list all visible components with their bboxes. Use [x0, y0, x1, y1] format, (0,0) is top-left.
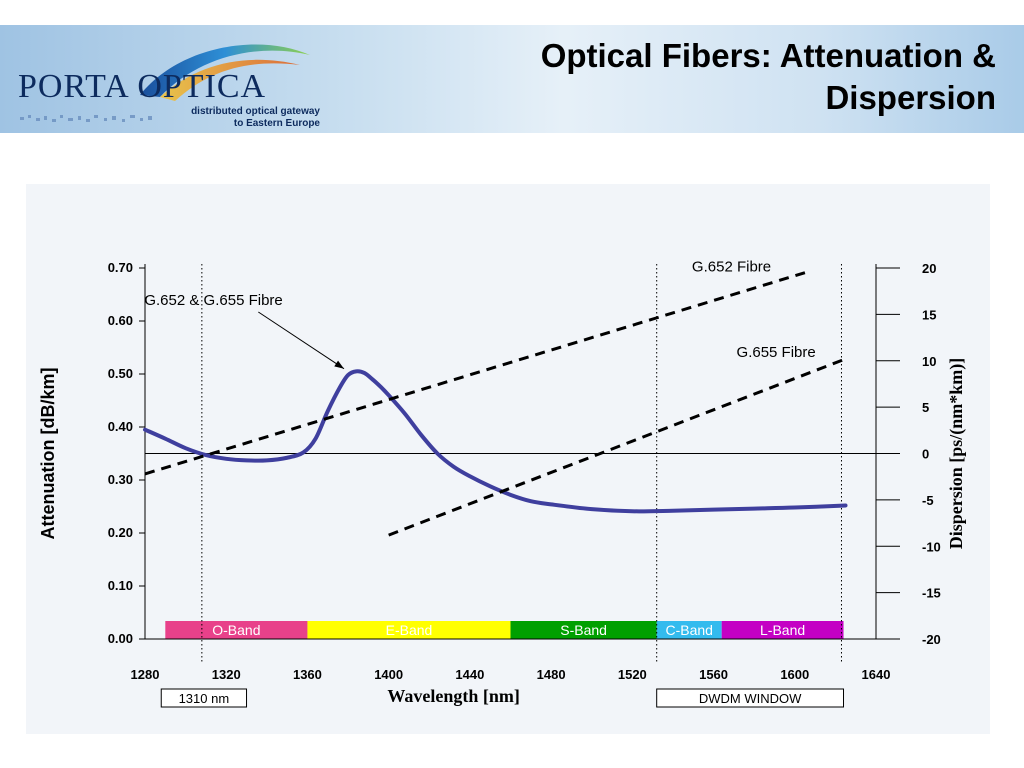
band-label-l-band: L-Band: [760, 622, 805, 638]
window-box-2: [656, 688, 845, 708]
x-tick-label: 1400: [374, 667, 403, 682]
band-label-s-band: S-Band: [560, 622, 607, 638]
y2-tick-label: -15: [922, 586, 941, 601]
attenuation-curve: [143, 369, 848, 514]
annotation-arrow-line: [258, 311, 345, 370]
y-tick-label: 0.00: [108, 631, 133, 646]
x-tick-label: 1560: [699, 667, 728, 682]
slide-title: Optical Fibers: Attenuation & Dispersion: [396, 35, 996, 119]
y2-tick-label: -10: [922, 539, 941, 554]
logo-subtitle: distributed optical gateway to Eastern E…: [191, 106, 320, 130]
x-tick-label: 1360: [293, 667, 322, 682]
logo-subtitle-line1: distributed optical gateway: [191, 106, 320, 117]
annotation-label: G.652 & G.655 Fibre: [144, 292, 282, 309]
dispersion-label-g655: G.655 Fibre: [737, 344, 816, 361]
dispersion-line-g652: [144, 271, 806, 476]
y-tick-label: 0.10: [108, 578, 133, 593]
slide-header: PORTA OPTICA distributed optical gateway…: [0, 25, 1024, 133]
x-tick-label: 1520: [618, 667, 647, 682]
y-tick-label: 0.70: [108, 260, 133, 275]
window-box-label-1: 1310 nm: [179, 691, 230, 706]
y2-tick-label: -5: [922, 493, 934, 508]
logo-subtitle-line2: to Eastern Europe: [233, 118, 320, 129]
band-label-e-band: E-Band: [386, 622, 433, 638]
y2-axis-title: Dispersion [ps/(nm*km)]: [946, 358, 967, 550]
y2-tick-label: 15: [922, 307, 936, 322]
x-tick-label: 1440: [455, 667, 484, 682]
dispersion-label-g652: G.652 Fibre: [692, 259, 771, 276]
annotation-arrow-head-icon: [334, 360, 344, 369]
logo-swoosh-icon: [20, 44, 310, 122]
slide-title-line1: Optical Fibers: Attenuation &: [540, 37, 996, 74]
y-tick-label: 0.60: [108, 313, 133, 328]
dispersion-line-g655: [388, 357, 847, 537]
band-s-band: [510, 621, 657, 639]
band-l-band: [721, 621, 844, 639]
y2-tick-label: -20: [922, 632, 941, 647]
attenuation-dispersion-chart: 0.00 0.10 0.20 0.30 0.40 0.50 0.60 0.70 -20 -15 -1…: [38, 259, 967, 708]
band-e-band: [307, 621, 511, 639]
y-tick-label: 0.40: [108, 419, 133, 434]
x-tick-label: 1480: [537, 667, 566, 682]
y-tick-label: 0.20: [108, 525, 133, 540]
x-axis-title: Wavelength [nm]: [387, 686, 520, 706]
porta-optica-logo: PORTA OPTICA distributed optical gateway…: [10, 35, 340, 130]
band-c-band: [656, 621, 722, 639]
logo-text: PORTA OPTICA: [18, 68, 267, 105]
y-tick-label: 0.30: [108, 472, 133, 487]
x-tick-label: 1280: [131, 667, 160, 682]
window-box-label-2: DWDM WINDOW: [699, 691, 802, 706]
x-tick-label: 1600: [780, 667, 809, 682]
x-tick-label: 1640: [862, 667, 891, 682]
window-box-1: [160, 688, 248, 708]
y-tick-label: 0.50: [108, 366, 133, 381]
band-label-o-band: O-Band: [212, 622, 260, 638]
y2-tick-label: 10: [922, 354, 936, 369]
slide-title-line2: Dispersion: [825, 79, 996, 116]
y2-tick-label: 0: [922, 447, 929, 462]
y2-tick-label: 20: [922, 261, 936, 276]
band-label-c-band: C-Band: [665, 622, 712, 638]
y-axis-title: Attenuation [dB/km]: [38, 368, 58, 540]
y2-tick-label: 5: [922, 400, 929, 415]
band-o-band: [165, 621, 308, 639]
chart-panel: 0.00 0.10 0.20 0.30 0.40 0.50 0.60 0.70 -20 -15 -1…: [26, 184, 990, 734]
x-tick-label: 1320: [212, 667, 241, 682]
